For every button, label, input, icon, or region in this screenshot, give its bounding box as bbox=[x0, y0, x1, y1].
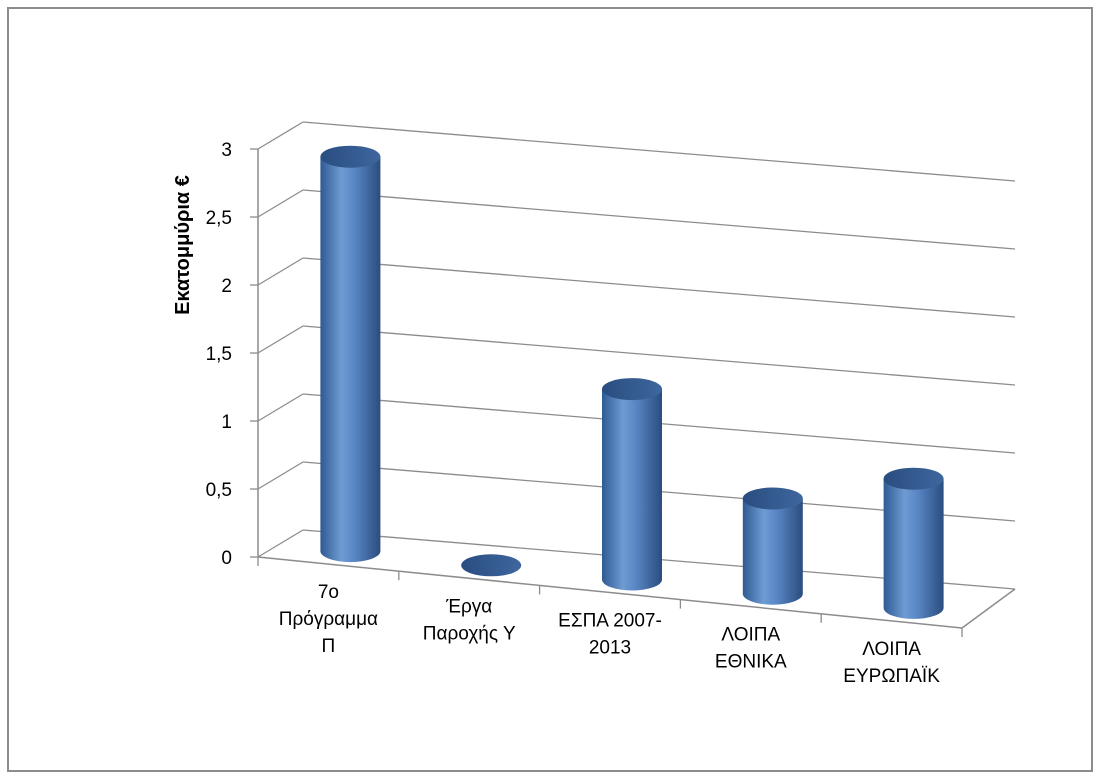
chart-frame bbox=[7, 7, 1093, 772]
grid-depth-line bbox=[257, 461, 304, 490]
bar bbox=[883, 467, 944, 619]
category-label: ΛΟΙΠΑ ΕΘΝΙΚΑ bbox=[715, 625, 787, 673]
bar-body bbox=[742, 498, 803, 605]
category-label: ΛΟΙΠΑ ΕΥΡΩΠΑΪΚ bbox=[843, 639, 940, 687]
y-tick-label: 3 bbox=[221, 140, 232, 161]
bar-body bbox=[320, 156, 381, 563]
bar-cap bbox=[320, 145, 381, 168]
category-label: Έργα Παροχής Υ bbox=[423, 596, 516, 644]
y-tick-label: 0 bbox=[221, 548, 232, 569]
gridline bbox=[302, 189, 1016, 250]
grid-depth-line bbox=[257, 189, 304, 218]
y-tick-label: 2 bbox=[221, 276, 232, 297]
category-label: 7ο Πρόγραμμα Π bbox=[279, 582, 378, 657]
bar-cap bbox=[883, 467, 944, 490]
y-tick-labels: 0 0,5 1 1,5 2 2,5 3 bbox=[206, 140, 232, 569]
bar bbox=[320, 145, 381, 563]
floor-right-edge bbox=[961, 588, 1016, 629]
bar-body bbox=[883, 478, 944, 619]
bar-cap bbox=[602, 378, 662, 401]
x-axis-line bbox=[257, 556, 963, 629]
category-labels: 7ο Πρόγραμμα Π Έργα Παροχής Υ ΕΣΠΑ 2007-2013 Λ… bbox=[279, 582, 940, 687]
gridline bbox=[302, 121, 1016, 182]
grid-depth-line bbox=[257, 393, 304, 422]
y-tick-label: 2,5 bbox=[206, 208, 232, 229]
bar-body bbox=[602, 389, 662, 591]
bar bbox=[461, 554, 522, 577]
bar bbox=[602, 378, 662, 591]
y-axis-title: Εκατομμύρια € bbox=[172, 175, 194, 315]
y-tick-label: 1,5 bbox=[206, 344, 232, 365]
gridline bbox=[302, 257, 1016, 318]
y-tick-label: 1 bbox=[221, 412, 232, 433]
category-label: ΕΣΠΑ 2007-2013 bbox=[558, 611, 662, 659]
gridline bbox=[302, 325, 1016, 386]
bar-cap bbox=[742, 487, 803, 510]
grid-depth-line bbox=[257, 257, 304, 286]
y-tick-label: 0,5 bbox=[206, 480, 232, 501]
grid-depth-line bbox=[257, 121, 304, 150]
grid-depth-line bbox=[257, 325, 304, 354]
bar-cap bbox=[461, 554, 522, 577]
bar bbox=[742, 487, 803, 605]
bars bbox=[320, 145, 944, 619]
grid-depth-line bbox=[257, 529, 304, 558]
